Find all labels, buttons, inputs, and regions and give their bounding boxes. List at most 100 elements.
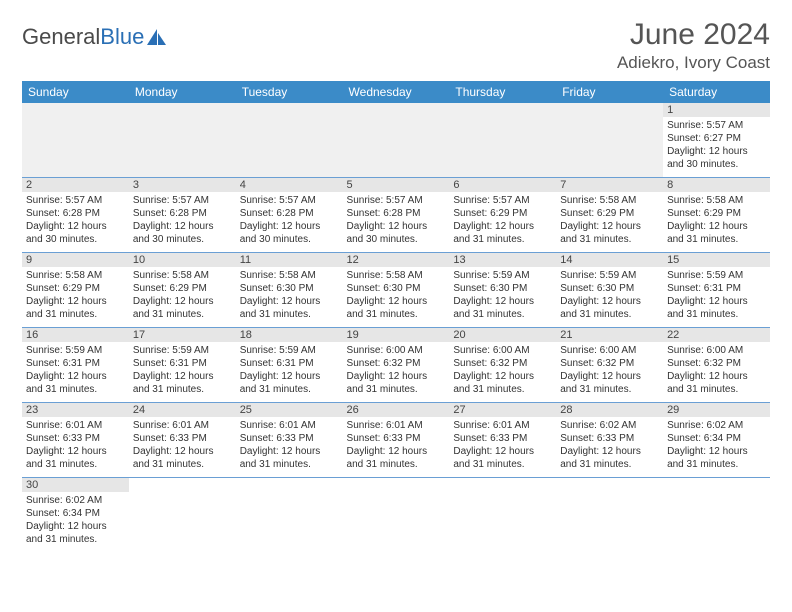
sunrise-text: Sunrise: 5:57 AM <box>453 194 552 207</box>
calendar-empty-cell <box>129 478 236 553</box>
sunrise-text: Sunrise: 6:00 AM <box>667 344 766 357</box>
title-block: June 2024 Adiekro, Ivory Coast <box>617 18 770 73</box>
day-number: 11 <box>236 253 343 267</box>
calendar-day-cell: 24 Sunrise: 6:01 AMSunset: 6:33 PMDayligh… <box>129 403 236 478</box>
sunset-text: Sunset: 6:28 PM <box>26 207 125 220</box>
header: GeneralBlue June 2024 Adiekro, Ivory Coa… <box>22 18 770 73</box>
calendar-day-cell: 10Sunrise: 5:58 AMSunset: 6:29 PMDayligh… <box>129 253 236 328</box>
daylight-text: Daylight: 12 hours and 31 minutes. <box>560 370 659 396</box>
day-details: Sunrise: 6:01 AMSunset: 6:33 PMDaylight:… <box>240 419 339 471</box>
calendar-day-cell: 29Sunrise: 6:02 AMSunset: 6:34 PMDayligh… <box>663 403 770 478</box>
day-details: Sunrise: 5:59 AMSunset: 6:31 PMDaylight:… <box>133 344 232 396</box>
calendar-day-cell: 15Sunrise: 5:59 AMSunset: 6:31 PMDayligh… <box>663 253 770 328</box>
calendar-empty-cell <box>22 103 129 178</box>
daylight-text: Daylight: 12 hours and 30 minutes. <box>26 220 125 246</box>
day-number: 12 <box>343 253 450 267</box>
sunrise-text: Sunrise: 6:01 AM <box>26 419 125 432</box>
day-details: Sunrise: 5:57 AMSunset: 6:28 PMDaylight:… <box>133 194 232 246</box>
daylight-text: Daylight: 12 hours and 31 minutes. <box>560 295 659 321</box>
sunrise-text: Sunrise: 5:58 AM <box>560 194 659 207</box>
sunset-text: Sunset: 6:32 PM <box>560 357 659 370</box>
calendar-row: 9 Sunrise: 5:58 AMSunset: 6:29 PMDaylight… <box>22 253 770 328</box>
day-details: Sunrise: 6:01 AMSunset: 6:33 PMDaylight:… <box>453 419 552 471</box>
day-number: 4 <box>236 178 343 192</box>
day-details: Sunrise: 5:59 AMSunset: 6:31 PMDaylight:… <box>240 344 339 396</box>
sunset-text: Sunset: 6:34 PM <box>667 432 766 445</box>
calendar-day-cell: 13 Sunrise: 5:59 AMSunset: 6:30 PMDayligh… <box>449 253 556 328</box>
sunset-text: Sunset: 6:32 PM <box>667 357 766 370</box>
calendar-day-cell: 9 Sunrise: 5:58 AMSunset: 6:29 PMDaylight… <box>22 253 129 328</box>
day-details: Sunrise: 5:58 AMSunset: 6:29 PMDaylight:… <box>667 194 766 246</box>
sunrise-text: Sunrise: 5:59 AM <box>133 344 232 357</box>
day-details: Sunrise: 6:00 AMSunset: 6:32 PMDaylight:… <box>347 344 446 396</box>
location: Adiekro, Ivory Coast <box>617 53 770 73</box>
sunset-text: Sunset: 6:29 PM <box>560 207 659 220</box>
sunset-text: Sunset: 6:33 PM <box>560 432 659 445</box>
daylight-text: Daylight: 12 hours and 31 minutes. <box>560 220 659 246</box>
day-details: Sunrise: 5:58 AMSunset: 6:29 PMDaylight:… <box>560 194 659 246</box>
day-number: 23 <box>22 403 129 417</box>
sunset-text: Sunset: 6:28 PM <box>240 207 339 220</box>
day-number: 9 <box>22 253 129 267</box>
day-details: Sunrise: 5:58 AMSunset: 6:29 PMDaylight:… <box>26 269 125 321</box>
calendar-empty-cell <box>236 103 343 178</box>
calendar-day-cell: 23Sunrise: 6:01 AMSunset: 6:33 PMDayligh… <box>22 403 129 478</box>
calendar-row: 16Sunrise: 5:59 AMSunset: 6:31 PMDayligh… <box>22 328 770 403</box>
day-number: 10 <box>129 253 236 267</box>
sunrise-text: Sunrise: 6:01 AM <box>347 419 446 432</box>
logo: GeneralBlue <box>22 24 168 50</box>
calendar-day-cell: 14Sunrise: 5:59 AMSunset: 6:30 PMDayligh… <box>556 253 663 328</box>
sunrise-text: Sunrise: 5:58 AM <box>667 194 766 207</box>
day-number: 20 <box>449 328 556 342</box>
sunrise-text: Sunrise: 5:58 AM <box>26 269 125 282</box>
day-details: Sunrise: 6:00 AMSunset: 6:32 PMDaylight:… <box>667 344 766 396</box>
sunrise-text: Sunrise: 6:02 AM <box>560 419 659 432</box>
day-number: 3 <box>129 178 236 192</box>
day-details: Sunrise: 5:57 AMSunset: 6:28 PMDaylight:… <box>26 194 125 246</box>
daylight-text: Daylight: 12 hours and 30 minutes. <box>133 220 232 246</box>
weekday-header: Sunday <box>22 81 129 103</box>
sunset-text: Sunset: 6:28 PM <box>133 207 232 220</box>
day-details: Sunrise: 5:59 AMSunset: 6:30 PMDaylight:… <box>560 269 659 321</box>
sunset-text: Sunset: 6:33 PM <box>347 432 446 445</box>
calendar-empty-cell <box>343 103 450 178</box>
daylight-text: Daylight: 12 hours and 31 minutes. <box>667 445 766 471</box>
sunset-text: Sunset: 6:34 PM <box>26 507 125 520</box>
calendar-day-cell: 5Sunrise: 5:57 AMSunset: 6:28 PMDaylight… <box>343 178 450 253</box>
calendar-day-cell: 21Sunrise: 6:00 AMSunset: 6:32 PMDayligh… <box>556 328 663 403</box>
sunset-text: Sunset: 6:33 PM <box>133 432 232 445</box>
calendar-day-cell: 27Sunrise: 6:01 AMSunset: 6:33 PMDayligh… <box>449 403 556 478</box>
daylight-text: Daylight: 12 hours and 30 minutes. <box>347 220 446 246</box>
calendar-empty-cell <box>556 103 663 178</box>
sunset-text: Sunset: 6:27 PM <box>667 132 766 145</box>
day-details: Sunrise: 5:57 AMSunset: 6:28 PMDaylight:… <box>347 194 446 246</box>
sunrise-text: Sunrise: 5:59 AM <box>667 269 766 282</box>
day-details: Sunrise: 6:00 AMSunset: 6:32 PMDaylight:… <box>453 344 552 396</box>
daylight-text: Daylight: 12 hours and 31 minutes. <box>133 445 232 471</box>
daylight-text: Daylight: 12 hours and 31 minutes. <box>240 445 339 471</box>
daylight-text: Daylight: 12 hours and 31 minutes. <box>453 370 552 396</box>
daylight-text: Daylight: 12 hours and 31 minutes. <box>26 370 125 396</box>
day-number: 19 <box>343 328 450 342</box>
day-details: Sunrise: 6:01 AMSunset: 6:33 PMDaylight:… <box>133 419 232 471</box>
day-number: 28 <box>556 403 663 417</box>
sunrise-text: Sunrise: 5:57 AM <box>240 194 339 207</box>
day-details: Sunrise: 5:59 AMSunset: 6:30 PMDaylight:… <box>453 269 552 321</box>
daylight-text: Daylight: 12 hours and 31 minutes. <box>667 220 766 246</box>
logo-sail-icon <box>146 28 168 46</box>
day-details: Sunrise: 6:01 AMSunset: 6:33 PMDaylight:… <box>347 419 446 471</box>
day-details: Sunrise: 6:02 AMSunset: 6:34 PMDaylight:… <box>667 419 766 471</box>
calendar-day-cell: 26Sunrise: 6:01 AMSunset: 6:33 PMDayligh… <box>343 403 450 478</box>
day-details: Sunrise: 6:02 AMSunset: 6:34 PMDaylight:… <box>26 494 125 546</box>
calendar-row: 30Sunrise: 6:02 AMSunset: 6:34 PMDayligh… <box>22 478 770 553</box>
logo-text-gray: General <box>22 24 100 50</box>
daylight-text: Daylight: 12 hours and 31 minutes. <box>453 445 552 471</box>
logo-text-blue: Blue <box>100 24 144 50</box>
daylight-text: Daylight: 12 hours and 31 minutes. <box>347 445 446 471</box>
calendar-day-cell: 6Sunrise: 5:57 AMSunset: 6:29 PMDaylight… <box>449 178 556 253</box>
day-number: 13 <box>449 253 556 267</box>
day-number: 25 <box>236 403 343 417</box>
day-number: 24 <box>129 403 236 417</box>
calendar-day-cell: 17Sunrise: 5:59 AMSunset: 6:31 PMDayligh… <box>129 328 236 403</box>
sunrise-text: Sunrise: 6:01 AM <box>133 419 232 432</box>
